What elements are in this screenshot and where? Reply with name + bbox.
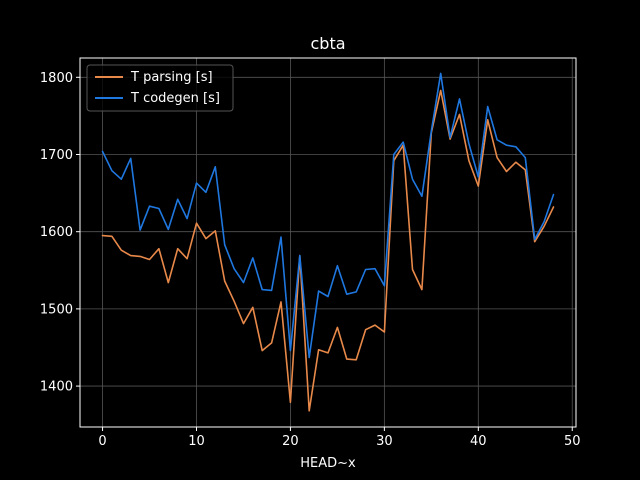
x-tick-label: 10 (188, 434, 205, 449)
x-tick-label: 0 (98, 434, 106, 449)
legend-label-t-parsing: T parsing [s] (130, 70, 213, 85)
series-line-t-parsing (101, 89, 555, 412)
y-tick-label: 1400 (40, 380, 73, 395)
y-tick-label: 1800 (40, 71, 73, 86)
chart-title: cbta (310, 34, 345, 53)
x-tick-label: 30 (376, 434, 393, 449)
legend: T parsing [s] T codegen [s] (86, 64, 234, 112)
legend-label-t-codegen: T codegen [s] (130, 91, 220, 106)
y-tick-label: 1700 (40, 148, 73, 163)
plot-frame (79, 57, 577, 428)
x-tick-label: 50 (564, 434, 581, 449)
series-line-t-codegen (101, 72, 555, 359)
legend-box (86, 64, 234, 112)
series-lines (101, 72, 555, 412)
y-tick-label: 1600 (40, 225, 73, 240)
y-tick-label: 1500 (40, 302, 73, 317)
grid (80, 58, 576, 427)
axis-ticks: 0 10 20 30 40 50 1400 1500 1600 1700 1800 (40, 71, 581, 449)
x-tick-label: 20 (282, 434, 299, 449)
x-axis-label: HEAD~x (300, 456, 356, 471)
x-tick-label: 40 (470, 434, 487, 449)
